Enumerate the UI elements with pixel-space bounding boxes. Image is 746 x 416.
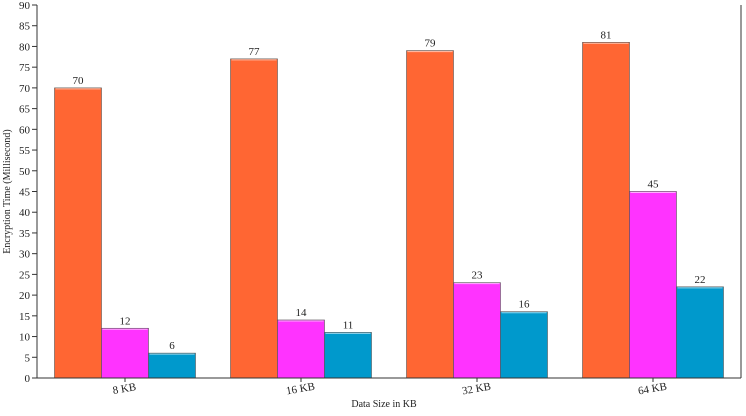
y-axis-title: Encryption Time (Millisecond) [2, 129, 13, 253]
y-tick-label: 85 [19, 21, 31, 33]
bars-group [54, 41, 724, 379]
y-tick-label: 45 [19, 187, 31, 199]
data-label: 77 [249, 46, 261, 58]
y-tick-label: 20 [19, 290, 31, 302]
bar [453, 282, 501, 379]
y-tick-label: 5 [25, 352, 31, 364]
x-tick-label: 8 KB [112, 381, 137, 397]
y-tick-label: 60 [19, 124, 31, 136]
bar [148, 352, 196, 379]
data-label: 45 [648, 179, 660, 191]
bar [54, 87, 102, 379]
bar [101, 327, 149, 379]
bar [324, 332, 372, 379]
y-tick-label: 70 [19, 83, 31, 95]
y-tick-label: 0 [25, 373, 31, 385]
data-labels-group: 70 12 6 77 14 11 79 23 16 81 45 22 [73, 29, 706, 352]
bar [582, 41, 630, 379]
data-label: 16 [519, 299, 531, 311]
data-label: 6 [169, 340, 175, 352]
y-tick-label: 40 [19, 207, 31, 219]
bar [629, 191, 677, 379]
x-axis-ticks: 8 KB 16 KB 32 KB 64 KB [112, 378, 668, 397]
bar [676, 286, 724, 379]
x-tick-label: 16 KB [285, 381, 316, 398]
y-tick-label: 25 [19, 269, 31, 281]
y-tick-label: 80 [19, 41, 31, 53]
bar [230, 58, 278, 379]
y-tick-label: 65 [19, 104, 31, 116]
data-label: 22 [695, 274, 706, 286]
data-label: 12 [120, 315, 131, 327]
bar [277, 319, 325, 379]
y-tick-label: 15 [19, 311, 31, 323]
y-tick-label: 30 [19, 249, 31, 261]
data-label: 23 [472, 270, 484, 282]
x-tick-label: 64 KB [637, 381, 668, 398]
y-tick-label: 35 [19, 228, 31, 240]
y-tick-label: 75 [19, 62, 31, 74]
data-label: 81 [601, 29, 612, 41]
data-label: 11 [343, 319, 354, 331]
bar [500, 311, 548, 379]
data-label: 79 [425, 38, 437, 50]
y-tick-label: 50 [19, 166, 31, 178]
y-tick-label: 10 [19, 332, 31, 344]
data-label: 70 [73, 75, 85, 87]
y-tick-label: 90 [19, 0, 31, 12]
data-label: 14 [296, 307, 308, 319]
y-axis-ticks: 0 5 10 15 20 25 30 35 40 45 50 55 60 65 70 75 80 85 90 [19, 0, 37, 385]
x-tick-label: 32 KB [461, 381, 492, 398]
y-tick-label: 55 [19, 145, 31, 157]
x-axis-title: Data Size in KB [351, 399, 417, 410]
bar [406, 50, 454, 379]
